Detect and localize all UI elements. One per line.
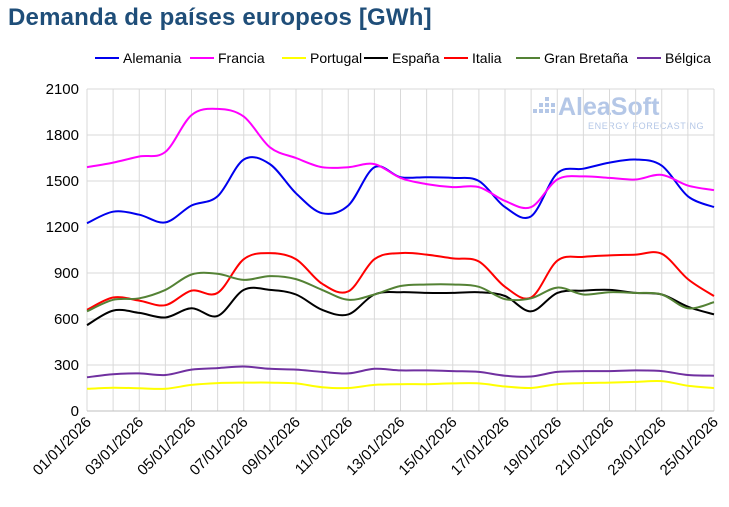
aleasoft-logo-icon (533, 97, 555, 113)
series-lines (86, 107, 715, 390)
y-tick-label: 2100 (46, 81, 79, 98)
y-tick-label: 0 (71, 403, 79, 420)
y-axis: 0 300 600 900 1200 1500 1800 2100 (46, 81, 79, 420)
x-axis: 01/01/202603/01/202605/01/202607/01/2026… (30, 414, 722, 479)
legend-label-alemania: Alemania (123, 50, 182, 66)
y-tick-label: 1200 (46, 219, 79, 236)
series-line-belgica (86, 365, 715, 379)
legend: Alemania Francia Portugal España Italia Gran … (95, 50, 711, 66)
series-line-italia (86, 251, 715, 311)
series-line-francia (86, 107, 715, 210)
legend-label-espana: España (392, 50, 440, 66)
legend-label-gran-bretana: Gran Bretaña (544, 50, 628, 66)
legend-label-francia: Francia (218, 50, 265, 66)
legend-label-italia: Italia (472, 50, 502, 66)
chart-title: Demanda de países europeos [GWh] (8, 4, 432, 31)
series-line-espana (86, 286, 715, 326)
y-tick-label: 900 (54, 265, 79, 282)
grid (86, 88, 715, 412)
aleasoft-watermark: AleaSoft ENERGY FORECASTING (533, 93, 704, 131)
y-tick-label: 600 (54, 311, 79, 328)
y-tick-label: 1500 (46, 173, 79, 190)
series-line-portugal (86, 379, 715, 390)
watermark-tagline: ENERGY FORECASTING (588, 121, 704, 131)
series-line-gran-bretana (86, 271, 715, 313)
y-tick-label: 300 (54, 357, 79, 374)
y-tick-label: 1800 (46, 127, 79, 144)
legend-label-portugal: Portugal (310, 50, 362, 66)
legend-label-belgica: Bélgica (665, 50, 711, 66)
